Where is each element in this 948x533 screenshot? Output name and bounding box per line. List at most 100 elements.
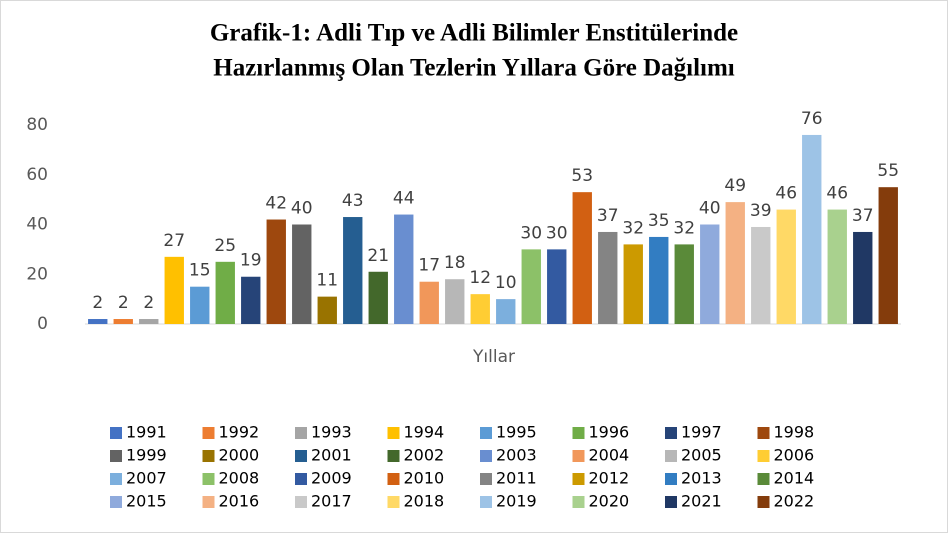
legend-swatch <box>110 450 122 462</box>
value-label: 32 <box>622 218 644 238</box>
legend-swatch <box>757 450 770 462</box>
legend-swatch <box>665 496 677 508</box>
bar <box>470 294 490 324</box>
value-label: 37 <box>597 206 619 226</box>
legend-label: 2016 <box>219 492 260 511</box>
value-label: 10 <box>495 273 517 293</box>
y-tick-label: 40 <box>26 215 48 235</box>
bar <box>190 286 210 324</box>
bar <box>241 276 261 324</box>
bar <box>700 224 720 324</box>
bar <box>776 209 796 324</box>
legend-label: 1995 <box>496 423 537 442</box>
value-label: 30 <box>520 223 542 243</box>
legend-label: 2004 <box>589 446 630 465</box>
y-tick-label: 0 <box>37 314 48 334</box>
bar <box>292 224 312 324</box>
legend-label: 2007 <box>126 469 167 488</box>
bar <box>853 231 873 324</box>
legend-swatch <box>110 473 122 485</box>
legend-label: 1994 <box>404 423 445 442</box>
bar <box>164 256 184 324</box>
value-label: 2 <box>92 293 103 313</box>
legend-label: 2020 <box>589 492 630 511</box>
value-label: 55 <box>877 161 899 181</box>
legend-swatch <box>572 473 585 485</box>
legend-swatch <box>202 450 215 462</box>
value-label: 27 <box>163 231 185 251</box>
bar <box>394 214 414 324</box>
legend-swatch <box>480 496 492 508</box>
bar <box>139 319 159 324</box>
legend-label: 2018 <box>404 492 445 511</box>
y-tick-label: 20 <box>26 264 48 284</box>
legend-label: 2001 <box>311 446 352 465</box>
bar <box>598 231 618 324</box>
legend-swatch <box>202 496 215 508</box>
value-label: 39 <box>750 201 772 221</box>
legend-swatch <box>572 496 585 508</box>
legend-swatch <box>480 450 492 462</box>
legend-label: 2008 <box>219 469 260 488</box>
chart-title: Grafik-1: Adli Tıp ve Adli Bilimler Enst… <box>210 20 738 47</box>
legend-label: 1997 <box>681 423 722 442</box>
legend-swatch <box>572 450 585 462</box>
value-label: 12 <box>469 268 491 288</box>
legend-swatch <box>665 427 677 439</box>
bar <box>827 209 847 324</box>
y-tick-label: 60 <box>26 165 48 185</box>
bar <box>317 296 337 324</box>
value-label: 49 <box>724 176 746 196</box>
legend-swatch <box>572 427 585 439</box>
bar <box>445 279 465 324</box>
legend-label: 1998 <box>774 423 815 442</box>
legend-label: 2019 <box>496 492 537 511</box>
bar <box>419 281 439 324</box>
value-label: 37 <box>852 206 874 226</box>
value-label: 19 <box>240 251 262 271</box>
legend-swatch <box>202 427 215 439</box>
legend-label: 2002 <box>404 446 445 465</box>
legend-label: 2003 <box>496 446 537 465</box>
legend-swatch <box>480 427 492 439</box>
legend-label: 1996 <box>589 423 630 442</box>
value-label: 11 <box>316 271 338 291</box>
legend-label: 2010 <box>404 469 445 488</box>
value-label: 46 <box>775 184 797 204</box>
legend-swatch <box>295 427 307 439</box>
legend-label: 2015 <box>126 492 167 511</box>
legend-label: 1991 <box>126 423 167 442</box>
value-label: 15 <box>189 261 211 281</box>
bar <box>674 244 694 324</box>
value-label: 30 <box>546 223 568 243</box>
bar <box>878 187 898 324</box>
value-label: 76 <box>801 109 823 129</box>
value-label: 17 <box>418 256 440 276</box>
legend-swatch <box>757 496 770 508</box>
value-label: 2 <box>143 293 154 313</box>
legend-label: 2017 <box>311 492 352 511</box>
bar <box>802 134 822 324</box>
legend-swatch <box>295 450 307 462</box>
legend-swatch <box>387 427 400 439</box>
bar <box>623 244 643 324</box>
value-label: 53 <box>571 166 593 186</box>
value-label: 40 <box>699 199 721 219</box>
y-tick-label: 80 <box>26 115 48 135</box>
legend-label: 1999 <box>126 446 167 465</box>
legend-label: 2012 <box>589 469 630 488</box>
value-label: 18 <box>444 253 466 273</box>
value-label: 21 <box>367 246 389 266</box>
bar <box>725 202 745 324</box>
legend-swatch <box>480 473 492 485</box>
bar <box>521 249 541 324</box>
legend-swatch <box>295 473 307 485</box>
x-axis-title: Yıllar <box>472 347 515 367</box>
value-label: 46 <box>826 184 848 204</box>
bar <box>113 319 133 324</box>
legend-label: 2006 <box>774 446 815 465</box>
legend-label: 2014 <box>774 469 815 488</box>
value-label: 43 <box>342 191 364 211</box>
value-label: 32 <box>673 218 695 238</box>
